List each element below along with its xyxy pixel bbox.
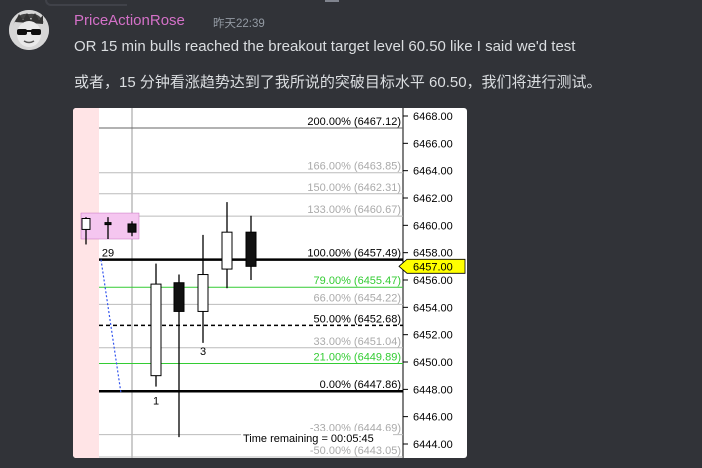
candle-body xyxy=(221,231,233,270)
fib-level-label: 33.00% (6451.04) xyxy=(314,336,401,348)
fib-level-label: 66.00% (6454.22) xyxy=(314,292,401,304)
message-text-chinese: 或者，15 分钟看涨趋势达到了我所说的突破目标水平 60.50，我们将进行测试。 xyxy=(74,74,602,91)
session-shade xyxy=(73,108,99,458)
y-tick-label: 6456.00 xyxy=(413,275,453,287)
reply-preview-fragment xyxy=(325,0,339,2)
fib-level-label: 0.00% (6447.86) xyxy=(320,379,401,391)
y-tick-label: 6462.00 xyxy=(413,193,453,205)
y-tick-label: 6452.00 xyxy=(413,330,453,342)
candlestick-chart: 6468.00 6466.00 6464.00 6462.00 6460.00 6458.… xyxy=(73,108,466,458)
y-tick-label: 6458.00 xyxy=(413,248,453,260)
y-tick-label: 6446.00 xyxy=(413,412,453,424)
fib-level-label: 79.00% (6455.47) xyxy=(314,275,401,287)
y-tick-label: 6464.00 xyxy=(413,166,453,178)
time-remaining-bg xyxy=(241,431,393,444)
avatar-image xyxy=(9,10,49,50)
bar-count-label: 29 xyxy=(102,248,114,260)
fib-level-label: 200.00% (6467.12) xyxy=(307,116,401,128)
avatar[interactable] xyxy=(9,10,49,50)
fib-level-label: 150.00% (6462.31) xyxy=(307,182,401,194)
message-text-english: OR 15 min bulls reached the breakout tar… xyxy=(74,38,576,55)
y-tick-label: 6448.00 xyxy=(413,384,453,396)
trend-line xyxy=(100,259,122,394)
time-remaining-text: Time remaining = 00:05:45 xyxy=(243,433,374,445)
y-tick-label: 6444.00 xyxy=(413,439,453,451)
candle-body xyxy=(245,231,257,267)
candle-body xyxy=(173,282,185,312)
candle-body xyxy=(104,222,112,226)
candle-body xyxy=(127,223,137,233)
y-tick-label: 6460.00 xyxy=(413,220,453,232)
current-price-tag xyxy=(398,258,466,274)
message-timestamp: 昨天22:39 xyxy=(213,18,265,30)
y-tick-label: 6466.00 xyxy=(413,138,453,150)
candle-body xyxy=(197,274,209,312)
fib-level-label: 133.00% (6460.67) xyxy=(307,204,401,216)
reply-connector xyxy=(45,0,127,6)
y-tick-label: 6454.00 xyxy=(413,302,453,314)
current-price-label: 6457.00 xyxy=(413,261,453,273)
username[interactable]: PriceActionRose xyxy=(74,12,185,29)
fib-level-label: 166.00% (6463.85) xyxy=(307,161,401,173)
y-tick-label: 6468.00 xyxy=(413,111,453,123)
chart-attachment[interactable]: 6468.00 6466.00 6464.00 6462.00 6460.00 6458.… xyxy=(73,108,467,458)
fib-level-label: 100.00% (6457.49) xyxy=(307,248,401,260)
fib-level-label: 21.00% (6449.89) xyxy=(314,352,401,364)
fib-level-label: -50.00% (6443.05) xyxy=(310,445,401,457)
bar-count-label: 1 xyxy=(153,395,159,407)
bar-count-label: 3 xyxy=(200,346,206,358)
y-tick-label: 6450.00 xyxy=(413,357,453,369)
candle-body xyxy=(81,218,91,230)
candle-body xyxy=(150,283,162,377)
fib-level-label: 50.00% (6452.68) xyxy=(314,313,401,325)
